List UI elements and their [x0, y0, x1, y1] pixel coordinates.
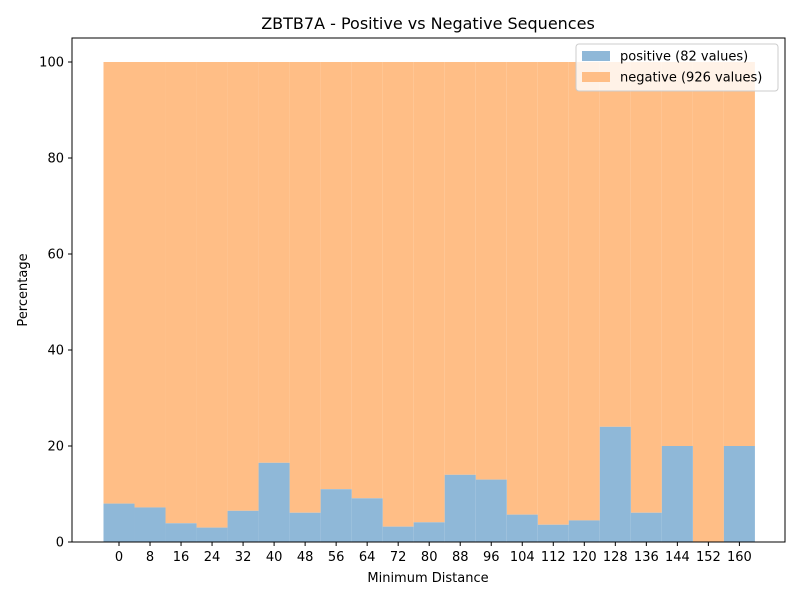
- bar-positive-40: [258, 462, 290, 542]
- x-axis-label: Minimum Distance: [367, 571, 488, 586]
- x-tick-label: 0: [115, 550, 123, 565]
- x-tick-label: 136: [634, 550, 659, 565]
- bar-negative-72: [382, 62, 414, 527]
- bar-positive-0: [103, 503, 135, 542]
- bar-positive-48: [289, 512, 321, 542]
- y-axis: 0 20 40 60 80 100: [39, 56, 72, 551]
- x-tick-label: 112: [541, 550, 566, 565]
- bar-negative-96: [475, 62, 507, 480]
- y-axis-label: Percentage: [16, 253, 31, 326]
- x-tick-label: 80: [421, 550, 438, 565]
- bar-negative-8: [134, 62, 166, 508]
- x-tick-label: 128: [603, 550, 628, 565]
- legend-label-positive: positive (82 values): [620, 50, 748, 65]
- bar-negative-144: [661, 62, 693, 446]
- bar-negative-0: [103, 62, 135, 504]
- bar-positive-16: [165, 523, 197, 542]
- legend-label-negative: negative (926 values): [620, 71, 762, 86]
- chart-title: ZBTB7A - Positive vs Negative Sequences: [261, 14, 595, 33]
- x-tick-label: 24: [204, 550, 221, 565]
- bar-positive-64: [351, 498, 383, 542]
- x-tick-label: 8: [146, 550, 154, 565]
- legend: positive (82 values) negative (926 values…: [575, 43, 779, 92]
- bar-negative-160: [723, 62, 755, 446]
- bar-negative-128: [599, 62, 631, 427]
- bar-negative-152: [692, 62, 724, 542]
- bar-positive-112: [537, 524, 569, 542]
- bar-negative-88: [444, 62, 476, 475]
- bar-negative-24: [196, 62, 228, 528]
- bar-negative-120: [568, 62, 600, 521]
- bar-negative-136: [630, 62, 662, 513]
- x-axis: 0 8 16 24 32 40 48 56 64 72 80 88 96 104 112 120 128 136 1…: [115, 542, 752, 565]
- bar-positive-160: [723, 446, 755, 542]
- x-tick-label: 48: [297, 550, 314, 565]
- bar-positive-32: [227, 510, 259, 542]
- bar-positive-72: [382, 526, 414, 542]
- bar-negative-104: [506, 62, 538, 515]
- y-tick-label: 20: [47, 440, 64, 455]
- x-tick-label: 160: [727, 550, 752, 565]
- x-tick-label: 16: [173, 550, 190, 565]
- y-tick-label: 80: [47, 152, 64, 167]
- x-tick-label: 104: [510, 550, 535, 565]
- x-tick-label: 72: [390, 550, 407, 565]
- x-tick-label: 96: [483, 550, 500, 565]
- axes-frame: [71, 37, 786, 543]
- series-positive-bars: [103, 426, 755, 542]
- bar-negative-64: [351, 62, 383, 499]
- x-tick-label: 88: [452, 550, 469, 565]
- bar-negative-16: [165, 62, 197, 524]
- legend-box: [575, 43, 779, 92]
- series-negative-bars: [103, 62, 755, 542]
- bar-positive-136: [630, 512, 662, 542]
- bar-negative-80: [413, 62, 445, 523]
- y-tick-label: 40: [47, 344, 64, 359]
- y-tick-label: 60: [47, 248, 64, 263]
- bar-negative-32: [227, 62, 259, 511]
- bar-positive-96: [475, 479, 507, 542]
- legend-swatch-negative: [582, 72, 610, 82]
- x-tick-label: 152: [696, 550, 721, 565]
- bar-negative-48: [289, 62, 321, 513]
- bar-positive-128: [599, 426, 631, 542]
- x-tick-label: 40: [266, 550, 283, 565]
- bar-negative-56: [320, 62, 352, 490]
- x-tick-label: 144: [665, 550, 690, 565]
- bar-positive-144: [661, 446, 693, 542]
- bar-positive-104: [506, 514, 538, 542]
- bar-positive-24: [196, 527, 228, 542]
- x-tick-label: 32: [235, 550, 252, 565]
- x-tick-label: 120: [572, 550, 597, 565]
- bar-negative-112: [537, 62, 569, 525]
- y-tick-label: 100: [39, 56, 64, 71]
- bar-negative-40: [258, 62, 290, 463]
- bar-positive-88: [444, 474, 476, 542]
- y-tick-label: 0: [56, 536, 64, 551]
- bar-positive-8: [134, 507, 166, 542]
- legend-swatch-positive: [582, 51, 610, 61]
- x-tick-label: 64: [359, 550, 376, 565]
- bar-positive-80: [413, 522, 445, 542]
- x-tick-label: 56: [328, 550, 345, 565]
- bar-positive-56: [320, 489, 352, 542]
- bar-positive-120: [568, 520, 600, 542]
- plot-area: [103, 62, 755, 542]
